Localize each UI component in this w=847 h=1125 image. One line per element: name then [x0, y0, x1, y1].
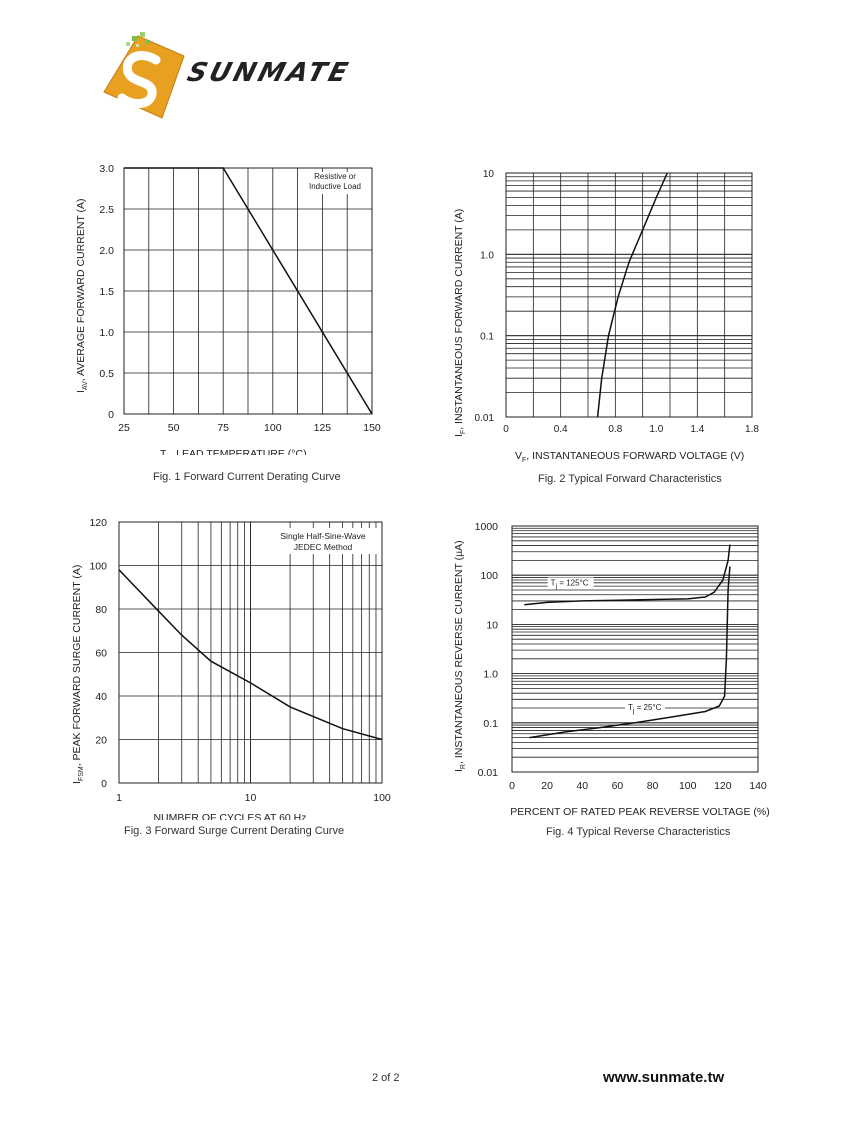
brand-name: SUNMATE [183, 58, 354, 88]
plot-frame [505, 172, 753, 418]
annotation-bg [270, 528, 378, 554]
annotation-text: Single Half-Sine-Wave [280, 531, 365, 541]
y-axis-label: IFSM, PEAK FORWARD SURGE CURRENT (A) [71, 565, 85, 784]
y-tick-label: 1.0 [480, 250, 494, 261]
series-label: Tj = 25°C [628, 703, 662, 715]
fig1-caption: Fig. 1 Forward Current Derating Curve [153, 471, 341, 483]
series-label-bg [624, 702, 665, 714]
y-tick-label: 20 [95, 735, 107, 747]
annotation-text: Inductive Load [309, 182, 361, 191]
y-tick-label: 10 [483, 169, 495, 180]
fig4-chart: 0 20 40 60 80 100 120 140 0.01 0.1 1.0 10 100 1000 Tj … [453, 521, 770, 818]
x-tick-label: 50 [168, 422, 180, 434]
y-tick-label: 0.01 [478, 767, 499, 779]
y-tick-label: 1.5 [99, 286, 114, 298]
y-tick-label: 120 [89, 517, 107, 529]
x-tick-label: 10 [245, 792, 257, 804]
x-tick-label: 100 [373, 792, 391, 804]
x-tick-label: 75 [217, 422, 229, 434]
x-tick-label: 1.4 [690, 424, 704, 435]
brand-logo: SUNMATE [98, 32, 368, 122]
x-tick-label: 20 [541, 780, 553, 792]
x-tick-label: 25 [118, 422, 130, 434]
s-logo-icon [103, 32, 185, 119]
x-tick-label: 125 [314, 422, 332, 434]
x-tick-label: 140 [749, 780, 767, 792]
fig3-caption: Fig. 3 Forward Surge Current Derating Cu… [124, 825, 345, 837]
series-line [596, 172, 668, 418]
series-label: Tj = 125°C [551, 578, 589, 590]
y-tick-label: 3.0 [99, 163, 114, 175]
y-tick-label: 1.0 [99, 327, 114, 339]
y-tick-label: 10 [486, 619, 498, 631]
y-tick-label: 0.01 [475, 413, 495, 424]
series-line [118, 569, 383, 741]
x-tick-label: 60 [612, 780, 624, 792]
plot-frame [123, 167, 373, 415]
fig1-chart: 25 50 75 100 125 150 0 0.5 1.0 1.5 2.0 2.5 3.0 Resist… [75, 163, 381, 455]
x-tick-label: 100 [679, 780, 697, 792]
y-tick-label: 0 [108, 409, 114, 421]
annotation-text: JEDEC Method [294, 542, 353, 552]
x-axis-label: TL, LEAD TEMPERATURE (°C) [160, 448, 307, 455]
x-tick-label: 1.8 [745, 424, 759, 435]
y-tick-label: 0.1 [483, 718, 498, 730]
y-tick-label: 100 [89, 561, 107, 573]
website-url: www.sunmate.tw [603, 1069, 725, 1086]
fig3-chart: 1 10 100 0 20 40 60 80 100 120 Single Half-Sine-Wa… [71, 517, 391, 820]
y-axis-label: IAV, AVERAGE FORWARD CURRENT (A) [75, 198, 89, 393]
y-tick-label: 1.0 [483, 669, 498, 681]
series-line [529, 566, 731, 739]
x-tick-label: 0.4 [554, 424, 568, 435]
plot-frame [118, 521, 383, 784]
series-line [124, 167, 373, 415]
series-line [524, 544, 731, 606]
y-tick-label: 0.5 [99, 368, 114, 380]
x-tick-label: 1 [116, 792, 122, 804]
y-tick-label: 60 [95, 648, 107, 660]
x-tick-label: 120 [714, 780, 732, 792]
plot-frame [511, 525, 759, 773]
y-tick-label: 100 [480, 570, 498, 582]
y-tick-label: 40 [95, 691, 107, 703]
y-tick-label: 2.0 [99, 245, 114, 257]
x-tick-label: 0 [503, 424, 509, 435]
fig2-caption: Fig. 2 Typical Forward Characteristics [538, 473, 722, 485]
x-tick-label: 0 [509, 780, 515, 792]
x-axis-label: NUMBER OF CYCLES AT 60 Hz [153, 812, 306, 820]
y-tick-label: 0 [101, 778, 107, 790]
x-axis-label: VF, INSTANTANEOUS FORWARD VOLTAGE (V) [515, 450, 744, 464]
x-tick-label: 1.0 [649, 424, 663, 435]
x-tick-label: 0.8 [608, 424, 622, 435]
y-tick-label: 80 [95, 604, 107, 616]
y-tick-label: 2.5 [99, 204, 114, 216]
x-tick-label: 100 [264, 422, 282, 434]
annotation-text: Resistive or [314, 172, 356, 181]
x-tick-label: 150 [363, 422, 381, 434]
page-number: 2 of 2 [372, 1072, 400, 1084]
fig4-caption: Fig. 4 Typical Reverse Characteristics [546, 826, 731, 838]
y-axis-label: IF, INSTANTANEOUS FORWARD CURRENT (A) [453, 209, 467, 437]
fig2-chart: 0 0.4 0.8 1.0 1.4 1.8 0.01 0.1 1.0 10 VF, INSTANTA… [453, 169, 759, 464]
y-tick-label: 1000 [475, 521, 499, 533]
x-tick-label: 80 [647, 780, 659, 792]
x-tick-label: 40 [576, 780, 588, 792]
x-axis-label: PERCENT OF RATED PEAK REVERSE VOLTAGE (%… [510, 806, 769, 818]
series-label-bg [547, 577, 594, 589]
y-axis-label: IR, INSTANTANEOUS REVERSE CURRENT (µA) [453, 540, 467, 772]
annotation-bg [306, 172, 368, 194]
y-tick-label: 0.1 [480, 332, 494, 343]
